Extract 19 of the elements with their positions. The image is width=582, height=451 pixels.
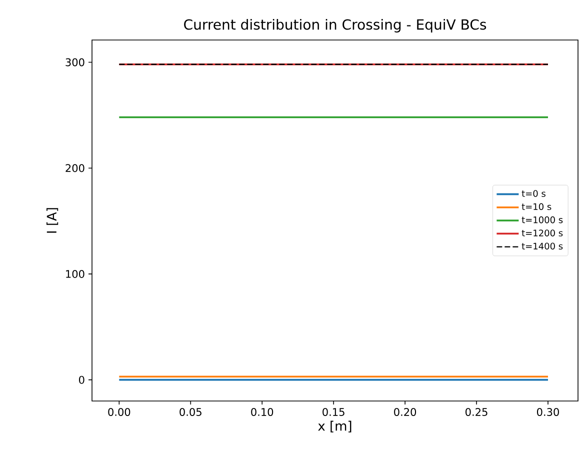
y-tick-label: 300 — [66, 58, 84, 66]
legend-label: t=1000 s — [522, 216, 563, 224]
x-tick-label: 0.10 — [251, 408, 274, 416]
chart-title: Current distribution in Crossing - EquiV BCs — [184, 18, 486, 32]
x-tick-label: 0.15 — [322, 408, 344, 416]
x-tick-label: 0.25 — [466, 408, 488, 416]
x-tick-label: 0.05 — [180, 408, 202, 416]
legend-label: t=10 s — [522, 203, 552, 210]
legend-label: t=1400 s — [522, 242, 563, 250]
x-tick-label: 0.30 — [536, 408, 559, 416]
y-tick-label: 100 — [66, 270, 84, 278]
x-axis-title: x [m] — [318, 420, 352, 432]
legend-label: t=0 s — [522, 190, 546, 197]
y-tick-label: 200 — [66, 164, 84, 172]
x-tick-label: 0.00 — [108, 408, 130, 416]
x-tick-label: 0.20 — [394, 408, 416, 416]
y-tick-label: 0 — [78, 376, 84, 384]
legend-label: t=1200 s — [522, 230, 563, 236]
y-axis-title: I [A] — [46, 208, 58, 233]
